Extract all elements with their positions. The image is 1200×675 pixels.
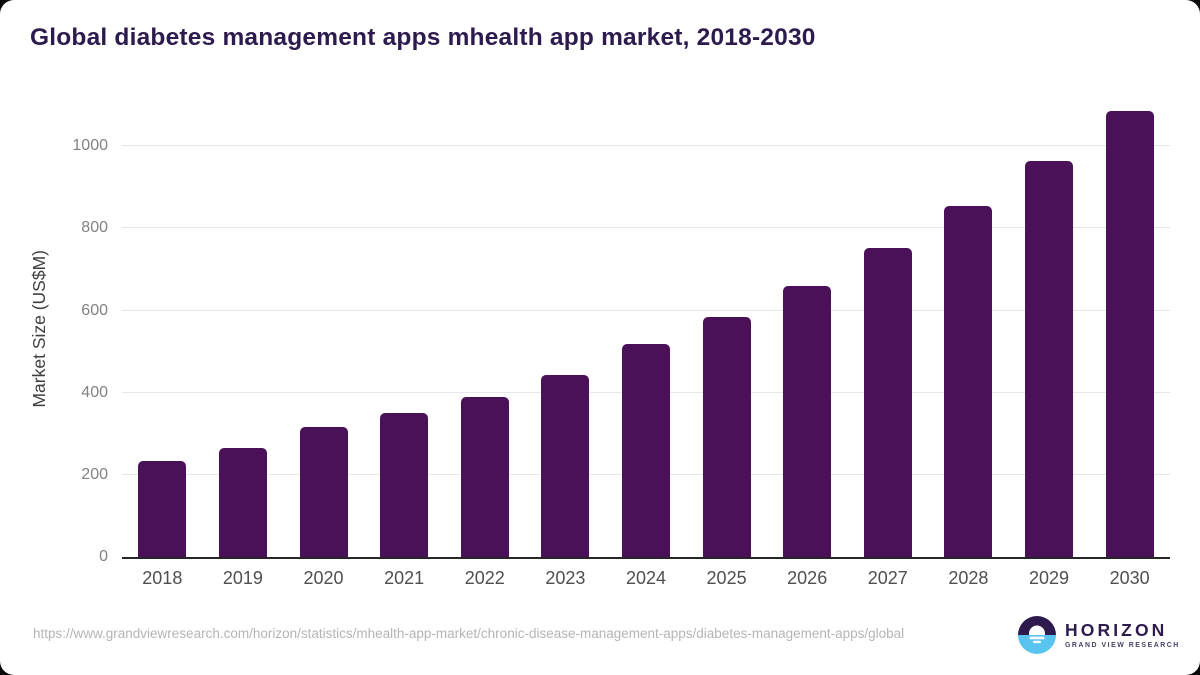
bar-2019[interactable] (218, 448, 267, 557)
bar-slot-2028 (928, 101, 1009, 557)
horizon-logo[interactable]: HORIZON GRAND VIEW RESEARCH (1018, 616, 1180, 654)
bar-2027[interactable] (863, 248, 912, 557)
x-tick-label-2026: 2026 (787, 568, 828, 588)
horizon-sun-icon (1018, 616, 1056, 654)
x-tick-label-2020: 2020 (303, 568, 344, 588)
logo-tagline: GRAND VIEW RESEARCH (1065, 641, 1180, 649)
bar-2025[interactable] (702, 317, 751, 557)
bar-2021[interactable] (380, 413, 429, 557)
x-tick-label-2029: 2029 (1028, 568, 1070, 588)
x-tick-label-2028: 2028 (948, 568, 989, 588)
bar-2030[interactable] (1105, 111, 1154, 557)
bar-2023[interactable] (541, 375, 590, 557)
x-tick-label-2022: 2022 (464, 568, 505, 588)
y-tick-label-800: 800 (81, 219, 108, 237)
bar-slot-2018 (122, 101, 203, 557)
x-tick-label-2021: 2021 (384, 568, 425, 588)
x-tick-label-2023: 2023 (545, 568, 586, 588)
bar-slot-2029 (1009, 101, 1090, 557)
bar-2018[interactable] (138, 461, 187, 557)
x-tick-label-2030: 2030 (1109, 568, 1150, 588)
chart-title: Global diabetes management apps mhealth … (30, 24, 816, 51)
bar-2028[interactable] (944, 206, 993, 557)
bar-2020[interactable] (299, 427, 348, 557)
gridline-800 (122, 227, 1170, 229)
bar-slot-2025 (686, 101, 767, 557)
x-tick-label-2025: 2025 (706, 568, 747, 588)
logo-text: HORIZON GRAND VIEW RESEARCH (1065, 620, 1180, 649)
logo-name: HORIZON (1065, 620, 1168, 641)
y-tick-label-200: 200 (81, 465, 108, 483)
bar-slot-2027 (847, 101, 928, 557)
y-tick-label-0: 0 (99, 548, 108, 565)
bar-slot-2030 (1089, 101, 1170, 557)
bar-slot-2022 (444, 101, 525, 557)
bar-slot-2026 (767, 101, 848, 557)
x-tick-label-2018: 2018 (142, 568, 183, 588)
bar-series (122, 101, 1170, 559)
bar-2026[interactable] (783, 286, 832, 557)
y-tick-label-400: 400 (81, 383, 108, 401)
bar-2029[interactable] (1025, 161, 1073, 557)
y-tick-label-600: 600 (81, 301, 108, 319)
gridline-600 (122, 309, 1170, 311)
bar-slot-2024 (606, 101, 687, 557)
gridline-1000 (122, 145, 1170, 147)
bar-slot-2021 (364, 101, 445, 557)
source-url: https://www.grandviewresearch.com/horizo… (33, 626, 905, 641)
x-tick-label-2024: 2024 (625, 568, 666, 588)
bar-slot-2020 (283, 101, 364, 557)
x-tick-label-2027: 2027 (867, 568, 908, 588)
bar-slot-2019 (203, 101, 284, 557)
bar-2022[interactable] (460, 397, 509, 557)
y-axis-tick-labels: 0 200 400 600 800 1000 (40, 101, 108, 565)
x-axis-tick-labels: 2018 2019 2020 2021 2022 2023 2024 2025 2026 2027… (122, 568, 1170, 589)
x-tick-label-2019: 2019 (222, 568, 263, 588)
y-tick-label-1000: 1000 (72, 137, 108, 155)
bar-slot-2023 (525, 101, 606, 557)
bar-2024[interactable] (621, 344, 670, 557)
